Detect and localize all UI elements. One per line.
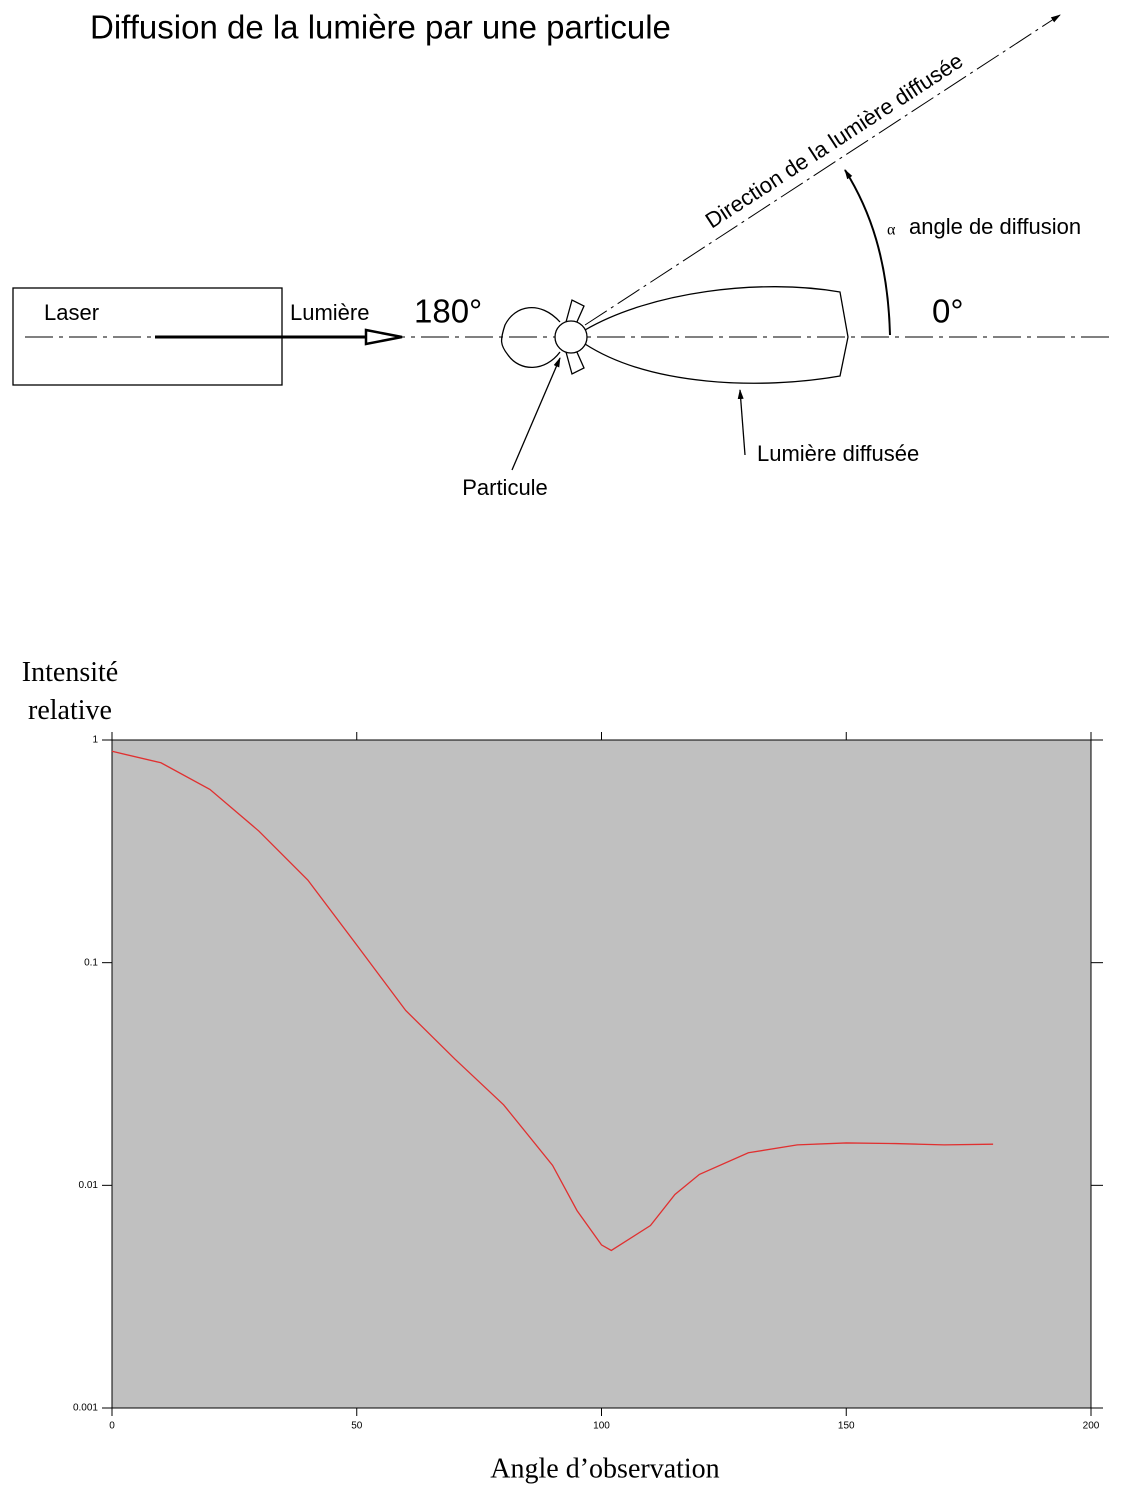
alpha-symbol: α [887,222,896,239]
chart: Angle d’observation 0 50 100 150 200 0.001 0.0… [73,732,1103,1484]
particle [554,320,588,354]
diagram-title: Diffusion de la lumière par une particul… [90,9,671,46]
x-tick-label: 100 [593,1421,610,1432]
diagram: Diffusion de la lumière par une particul… [12,9,1112,500]
particle-label: Particule [462,475,548,500]
plot-area [111,739,1092,1409]
angle-arc [844,169,891,336]
angle-label: angle de diffusion [909,214,1081,239]
lobe-pointer [737,389,746,456]
data-line [111,750,994,1252]
x-axis-label: Angle d’observation [490,1453,719,1484]
y-tick-label: 1 [92,735,98,746]
y-tick-label: 0.001 [73,1403,98,1414]
x-tick-label: 150 [838,1421,855,1432]
direction-line [584,14,1061,326]
y-tick-label: 0.01 [79,1180,99,1191]
particle-pointer [511,357,561,471]
x-tick-label: 200 [1083,1421,1100,1432]
y-axis-label: Intensité relative [21,657,119,726]
laser-label: Laser [44,300,99,325]
back-lobe [500,306,561,368]
direction-label: Direction de la lumière diffusée [701,48,968,233]
forward-lobe [584,286,849,384]
scattered-label: Lumière diffusée [757,441,919,466]
petal [565,299,585,325]
light-label: Lumière [290,300,369,325]
beam-arrowhead [364,328,403,346]
petal [565,349,585,375]
x-tick-label: 0 [109,1421,115,1432]
y-tick-label: 0.1 [84,957,98,968]
angle-0: 0° [932,293,964,330]
x-tick-label: 50 [351,1421,363,1432]
angle-180: 180° [414,293,482,330]
